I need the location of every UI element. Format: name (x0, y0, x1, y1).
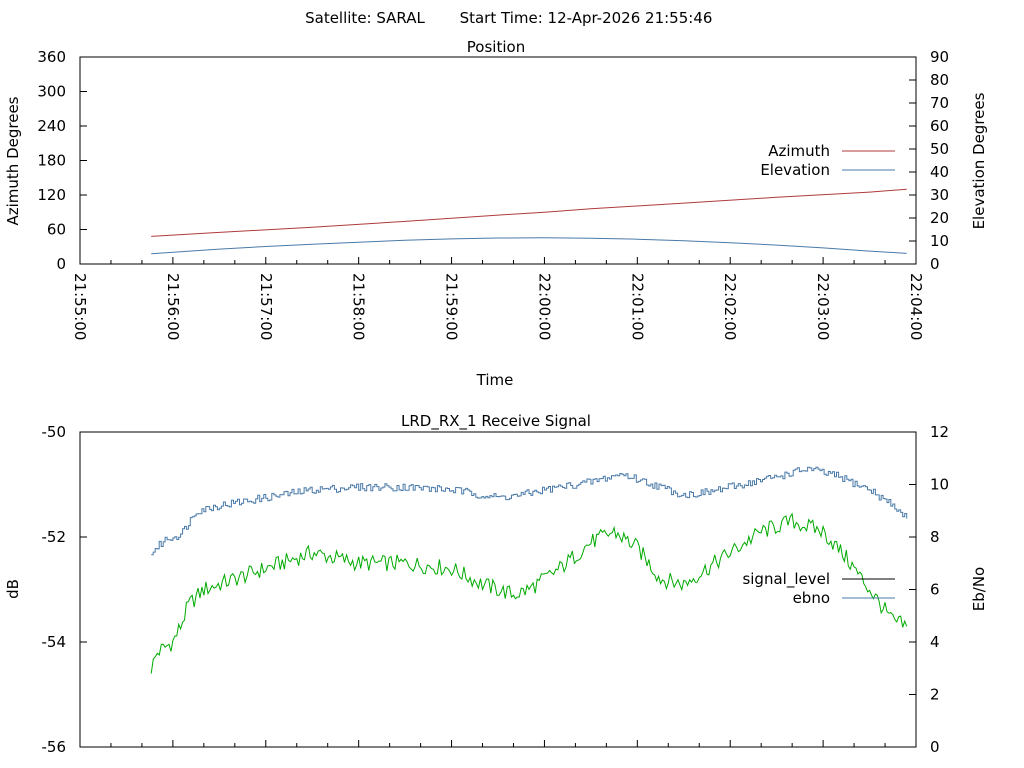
start-time-label: Start Time: 12-Apr-2026 21:55:46 (460, 9, 713, 27)
x-tick-label: 22:04:00 (907, 273, 925, 340)
y-tick-label: 60 (47, 221, 66, 239)
y2-tick-label: 60 (930, 117, 949, 135)
y2-tick-label: 0 (930, 738, 940, 756)
signal-y2-axis-label: Eb/No (970, 567, 988, 611)
signal-chart: LRD_RX_1 Receive Signal dB Eb/No -56-54-… (4, 412, 988, 756)
position-series (151, 188, 907, 255)
position-y-axis-label: Azimuth Degrees (4, 96, 22, 225)
x-tick-label: 21:57:00 (257, 273, 275, 340)
signal-y-axis-label: dB (4, 579, 22, 599)
position-ticks: 0 60 120 180 240 300 360 0 10 20 30 40 50 60 70 80 90 21:… (37, 48, 949, 340)
y-tick-label: -56 (42, 738, 67, 756)
y-tick-label: 0 (56, 255, 66, 273)
y2-tick-label: 8 (930, 528, 940, 546)
y2-tick-label: 20 (930, 209, 949, 227)
satellite-label: Satellite: SARAL (305, 9, 425, 27)
y2-tick-label: 50 (930, 140, 949, 158)
y-tick-label: 120 (37, 186, 66, 204)
series-line-signal_level (150, 512, 908, 674)
y2-tick-label: 70 (930, 94, 949, 112)
position-chart-title: Position (467, 38, 525, 56)
y2-tick-label: 10 (930, 232, 949, 250)
x-tick-label: 21:58:00 (350, 273, 368, 340)
position-x-axis-label: Time (476, 371, 514, 389)
x-tick-label: 22:03:00 (814, 273, 832, 340)
y-tick-label: -52 (42, 528, 67, 546)
y2-tick-label: 4 (930, 633, 940, 651)
y-tick-label: 240 (37, 117, 66, 135)
series-line-elevation (151, 237, 907, 255)
x-tick-label: 21:59:00 (443, 273, 461, 340)
signal-chart-title: LRD_RX_1 Receive Signal (401, 412, 591, 431)
x-tick-label: 22:01:00 (628, 273, 646, 340)
signal-ticks: -56 -54 -52 -50 0 2 4 6 8 10 12 (42, 423, 950, 756)
y2-tick-label: 6 (930, 581, 940, 599)
legend-label: Azimuth (768, 142, 830, 160)
position-chart: Position Azimuth Degrees Elevation Degre… (4, 38, 988, 389)
series-line-ebno (151, 466, 908, 556)
y2-tick-label: 10 (930, 476, 949, 494)
y-tick-label: -54 (42, 633, 67, 651)
position-y2-axis-label: Elevation Degrees (970, 92, 988, 229)
x-tick-label: 21:56:00 (164, 273, 182, 340)
y-tick-label: -50 (42, 423, 67, 441)
x-tick-label: 22:02:00 (721, 273, 739, 340)
legend-label: ebno (793, 589, 830, 607)
y-tick-label: 180 (37, 152, 66, 170)
signal-plot-frame (79, 431, 917, 748)
legend-label: signal_level (742, 570, 830, 589)
y2-tick-label: 2 (930, 686, 940, 704)
y-tick-label: 360 (37, 48, 66, 66)
signal-series (150, 466, 908, 674)
y-tick-label: 300 (37, 83, 66, 101)
x-tick-label: 21:55:00 (71, 273, 89, 340)
series-line-azimuth (151, 188, 907, 237)
y2-tick-label: 0 (930, 255, 940, 273)
y2-tick-label: 90 (930, 48, 949, 66)
x-tick-label: 22:00:00 (535, 273, 553, 340)
y2-tick-label: 12 (930, 423, 949, 441)
y2-tick-label: 40 (930, 163, 949, 181)
legend-label: Elevation (760, 161, 830, 179)
y2-tick-label: 80 (930, 71, 949, 89)
y2-tick-label: 30 (930, 186, 949, 204)
